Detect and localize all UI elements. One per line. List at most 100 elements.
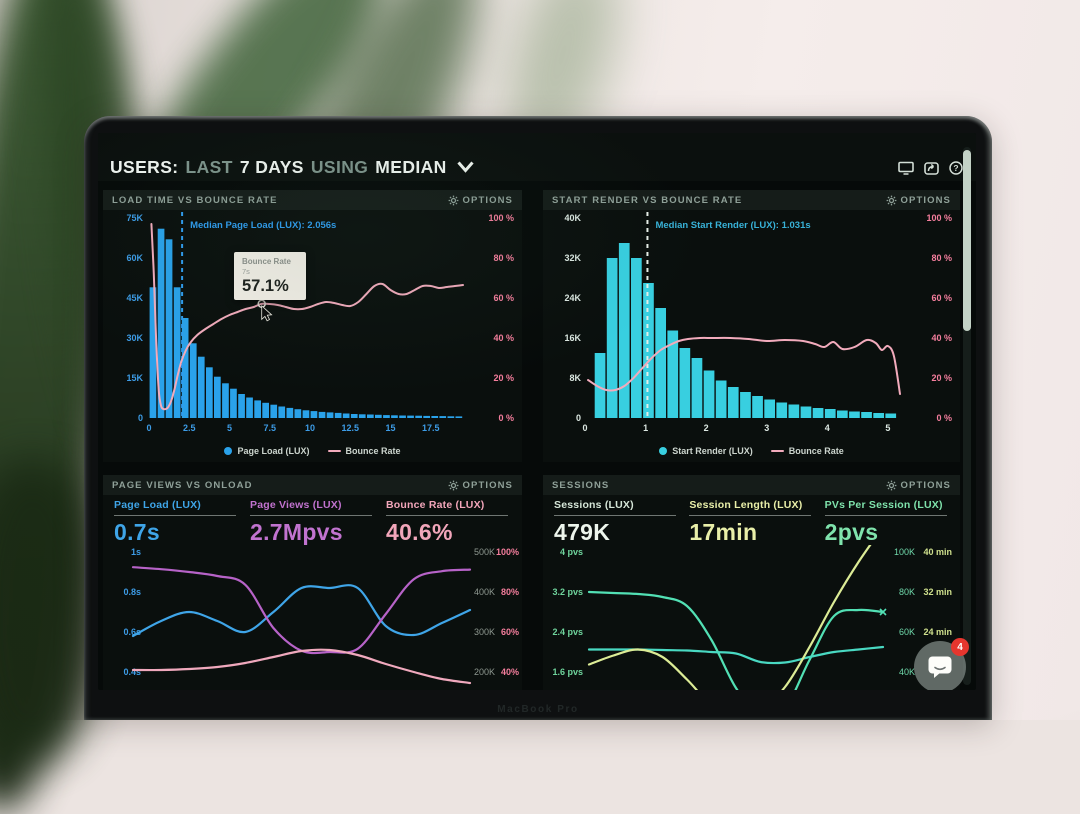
histogram-bar [885, 413, 897, 418]
date-range-dropdown[interactable]: USERS: LAST 7 DAYS USING MEDIAN [110, 155, 474, 179]
scrollbar-thumb[interactable] [963, 150, 971, 331]
metric-label: PVs Per Session (LUX) [824, 499, 943, 511]
legend-swatch [659, 447, 668, 455]
histogram-bar [861, 412, 872, 418]
options-button[interactable]: OPTIONS [886, 195, 951, 206]
histogram-bar [415, 415, 422, 418]
options-label: OPTIONS [900, 194, 951, 206]
histogram-bar [788, 404, 800, 418]
histogram-bar [776, 402, 788, 418]
x-axis-tick-label: 7.5 [264, 423, 277, 433]
trend-line [587, 590, 885, 690]
metric-label: Page Views (LUX) [250, 499, 342, 511]
chart-legend: Start Render (LUX) Bounce Rate [543, 442, 960, 460]
x-axis-tick-label: 2.5 [183, 423, 196, 433]
options-button[interactable]: OPTIONS [448, 480, 513, 491]
start-render-chart: 40K 32K 24K 16K 8K 0 100 % 80 % 60 % 40 % 20 % 0 % 0… [564, 212, 952, 433]
tooltip-value: 57.1% [242, 277, 289, 295]
legend-item[interactable]: Bounce Rate [327, 446, 401, 456]
histogram-bar [703, 370, 715, 418]
metric-value: 479K [554, 519, 611, 545]
y-axis-right-tick-label: 80% [501, 587, 519, 597]
options-button[interactable]: OPTIONS [886, 480, 951, 491]
y-axis-tick-label: 0.4s [123, 667, 141, 677]
histogram-bar [764, 399, 775, 418]
x-axis-tick-label: 15 [386, 423, 396, 433]
scrollbar-track[interactable] [963, 147, 971, 685]
y-axis-right-tick-label: 40 min [923, 547, 952, 557]
histogram-bar [262, 402, 269, 418]
histogram-bar [740, 392, 751, 418]
y-axis-tick-label: 0 [576, 413, 581, 423]
histogram-bar [197, 356, 205, 418]
histogram-bar [149, 287, 157, 418]
histogram-bar [727, 387, 739, 418]
histogram-bar [278, 406, 286, 418]
notification-badge: 4 [951, 638, 969, 656]
y-axis-tick-label: 30K [126, 333, 143, 343]
y-axis-tick-label: 3.2 pvs [552, 587, 583, 597]
metric-divider [689, 515, 812, 516]
y-axis-right-tick-label: 60 % [931, 293, 952, 303]
line-end-marker [879, 608, 887, 616]
y-axis-right-tick-label: 24 min [923, 627, 952, 637]
histogram-bar [254, 400, 261, 418]
legend-item[interactable]: Start Render (LUX) [659, 446, 753, 456]
x-axis-tick-label: 5 [227, 423, 232, 433]
histogram-bar [238, 394, 245, 418]
metrics-row: Sessions (LUX) 479K Session Length (LUX) 17… [543, 495, 960, 545]
title-segment: 7 DAYS [239, 156, 304, 177]
legend-swatch [327, 449, 341, 453]
chat-widget-button[interactable]: 4 [914, 638, 969, 690]
metric-value: 17min [689, 519, 758, 545]
histogram-bar [594, 353, 606, 418]
histogram-bar [157, 228, 165, 418]
metric: Bounce Rate (LUX) 40.6% [386, 495, 522, 545]
y-axis-tick-label: 8K [569, 373, 581, 383]
y-axis-right-tick-label: 400K [474, 587, 495, 597]
histogram-bar [358, 414, 366, 418]
y-axis-tick-label: 24K [564, 293, 581, 303]
histogram-bar [812, 408, 824, 418]
y-axis-tick-label: 0.8s [123, 587, 141, 597]
histogram-bar [270, 404, 278, 418]
legend-item[interactable]: Bounce Rate [770, 446, 844, 456]
metric-divider [554, 515, 676, 516]
y-axis-right-tick-label: 500K [474, 547, 495, 557]
display-icon[interactable] [898, 161, 914, 175]
laptop: USERS: LAST 7 DAYS USING MEDIAN ? LOAD TIME … [84, 116, 992, 720]
y-axis-right-tick-label: 0 % [498, 413, 514, 423]
x-axis-tick-label: 3 [764, 423, 769, 433]
y-axis-tick-label: 75K [126, 213, 143, 223]
options-label: OPTIONS [462, 194, 513, 206]
panel-header: SESSIONS OPTIONS [543, 475, 960, 495]
gear-icon [448, 480, 458, 490]
y-axis-right-tick-label: 300K [474, 627, 495, 637]
metrics-row: Page Load (LUX) 0.7s Page Views (LUX) 2.7Mp… [103, 495, 522, 545]
histogram-bar [631, 258, 642, 418]
legend-item[interactable]: Page Load (LUX) [224, 446, 310, 456]
histogram-bar [399, 415, 406, 418]
y-axis-right-tick-label: 100 % [488, 213, 514, 223]
x-axis-tick-label: 0 [146, 423, 151, 433]
histogram-bar [439, 416, 447, 418]
histogram-bar [423, 415, 430, 418]
histogram-bar [310, 411, 318, 418]
histogram-bar [800, 406, 812, 418]
trend-line [131, 648, 472, 685]
panel-title: LOAD TIME VS BOUNCE RATE [112, 194, 278, 206]
y-axis-tick-label: 16K [564, 333, 581, 343]
histogram-bar [246, 397, 253, 418]
metric-value: 2.7Mpvs [250, 519, 343, 545]
histogram-bar [326, 412, 334, 418]
gear-icon [448, 195, 458, 205]
options-button[interactable]: OPTIONS [448, 195, 513, 206]
panel-sessions: SESSIONS OPTIONS Sessions (LUX) 479K Sessi… [543, 475, 960, 690]
histogram-bar [286, 407, 294, 418]
y-axis-right-tick-label: 80 % [493, 253, 514, 263]
help-icon[interactable]: ? [949, 161, 963, 175]
page-views-chart: 1s 0.8s 0.6s 0.4s 500K 400K 300K 200K 100% 80% 60%… [123, 547, 519, 685]
share-icon[interactable] [924, 161, 939, 175]
histogram-bar [318, 411, 326, 418]
y-axis-tick-label: 45K [126, 293, 143, 303]
